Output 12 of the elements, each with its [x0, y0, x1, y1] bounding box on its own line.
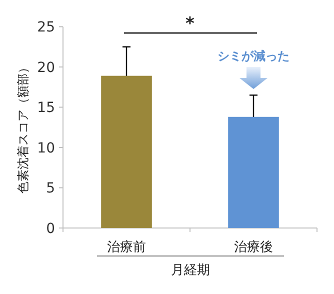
y-tick-label: 5 [46, 180, 55, 197]
x-axis-title: 月経期 [171, 263, 210, 278]
x-tick-label: 治療前 [107, 240, 146, 255]
x-tick-label: 治療後 [234, 240, 273, 255]
y-tick-label: 25 [37, 20, 55, 36]
y-tick-label: 15 [37, 100, 55, 116]
annotation: シミが減った [218, 49, 290, 63]
y-axis-title: 色素沈着スコア（額部） [16, 61, 30, 194]
annotation: * [186, 14, 195, 34]
y-tick-label: 10 [37, 140, 55, 156]
y-tick-label: 0 [46, 221, 55, 237]
y-tick-label: 20 [37, 60, 55, 76]
